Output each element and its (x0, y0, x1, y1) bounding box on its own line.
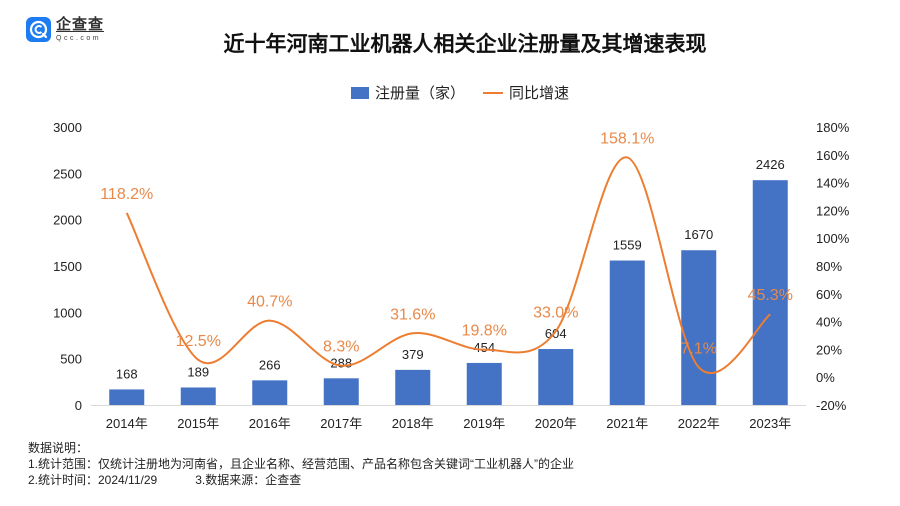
y-left-tick-label: 0 (75, 398, 82, 413)
legend-line-label: 同比增速 (509, 85, 570, 102)
notes-heading: 数据说明： (28, 441, 89, 455)
notes-source: 3.数据来源：企查查 (195, 473, 302, 487)
bar-value-label: 379 (402, 347, 424, 362)
line-value-label: 8.3% (323, 339, 359, 356)
data-notes: 数据说明： 1.统计范围：仅统计注册地为河南省，且企业名称、经营范围、产品名称包… (28, 440, 574, 488)
y-right-tick-label: 0% (816, 370, 835, 385)
line-value-label: 45.3% (748, 287, 793, 304)
x-tick-label: 2014年 (106, 416, 148, 431)
logo-cn-text: 企查查 (56, 16, 105, 33)
y-right-tick-label: -20% (816, 398, 847, 413)
legend-bar-label: 注册量（家） (374, 85, 465, 102)
line-value-label: 7.1% (681, 340, 717, 357)
bar (609, 260, 645, 405)
y-right-tick-label: 100% (816, 231, 850, 246)
y-left-tick-label: 500 (60, 352, 82, 367)
bar (538, 349, 574, 405)
line-value-label: 158.1% (600, 130, 654, 147)
bar-value-label: 189 (187, 364, 209, 379)
bar (752, 180, 788, 405)
y-left-tick-label: 2500 (53, 166, 82, 181)
x-tick-label: 2023年 (749, 416, 791, 431)
qcc-logo-icon (26, 17, 51, 42)
bar-value-label: 2426 (756, 157, 785, 172)
y-right-tick-label: 40% (816, 315, 842, 330)
notes-stat-time: 2.统计时间：2024/11/29 (28, 473, 158, 487)
x-tick-label: 2022年 (678, 416, 720, 431)
chart-legend: 注册量（家） 同比增速 (0, 82, 900, 103)
bar-value-label: 266 (259, 357, 281, 372)
y-left-tick-label: 1500 (53, 259, 82, 274)
y-left-tick-label: 3000 (53, 120, 82, 135)
bar (681, 250, 717, 405)
line-value-label: 19.8% (462, 323, 507, 340)
x-tick-label: 2020年 (535, 416, 577, 431)
y-right-tick-label: 60% (816, 287, 842, 302)
y-right-tick-label: 80% (816, 259, 842, 274)
growth-line (125, 156, 771, 375)
bar (395, 369, 431, 405)
line-value-label: 33.0% (533, 304, 578, 321)
line-value-label: 118.2% (100, 186, 153, 203)
y-right-tick-label: 160% (816, 148, 850, 163)
y-right-tick-label: 120% (816, 203, 850, 218)
brand-logo: 企查查 Qcc.com (26, 17, 104, 42)
line-value-label: 31.6% (390, 306, 435, 323)
bar (180, 387, 216, 405)
x-tick-label: 2015年 (177, 416, 219, 431)
bar-value-label: 454 (473, 340, 495, 355)
y-right-tick-label: 20% (816, 342, 842, 357)
line-value-label: 40.7% (247, 294, 292, 311)
line-value-label: 12.5% (176, 333, 221, 350)
y-right-tick-label: 140% (816, 176, 850, 191)
x-tick-label: 2017年 (320, 416, 362, 431)
x-tick-label: 2016年 (249, 416, 291, 431)
bar (252, 380, 288, 405)
notes-line-2: 2.统计时间：2024/11/29 3.数据来源：企查查 (28, 472, 574, 488)
bar (466, 362, 502, 405)
logo-en-text: Qcc.com (56, 35, 102, 42)
bar (323, 378, 359, 405)
y-right-tick-label: 180% (816, 120, 850, 135)
y-left-tick-label: 1000 (53, 305, 82, 320)
notes-line-1: 1.统计范围：仅统计注册地为河南省，且企业名称、经营范围、产品名称包含关键词“工… (28, 457, 575, 471)
bar (109, 389, 145, 405)
legend-line-swatch (483, 91, 503, 94)
x-tick-label: 2021年 (606, 416, 648, 431)
y-left-tick-label: 2000 (53, 213, 82, 228)
x-tick-label: 2018年 (392, 416, 434, 431)
chart-title: 近十年河南工业机器人相关企业注册量及其增速表现 (223, 33, 707, 56)
bar-value-label: 1559 (613, 238, 642, 253)
legend-bar-swatch (350, 86, 369, 99)
bar-value-label: 1670 (684, 227, 713, 242)
x-tick-label: 2019年 (463, 416, 505, 431)
bar-value-label: 168 (116, 366, 138, 381)
